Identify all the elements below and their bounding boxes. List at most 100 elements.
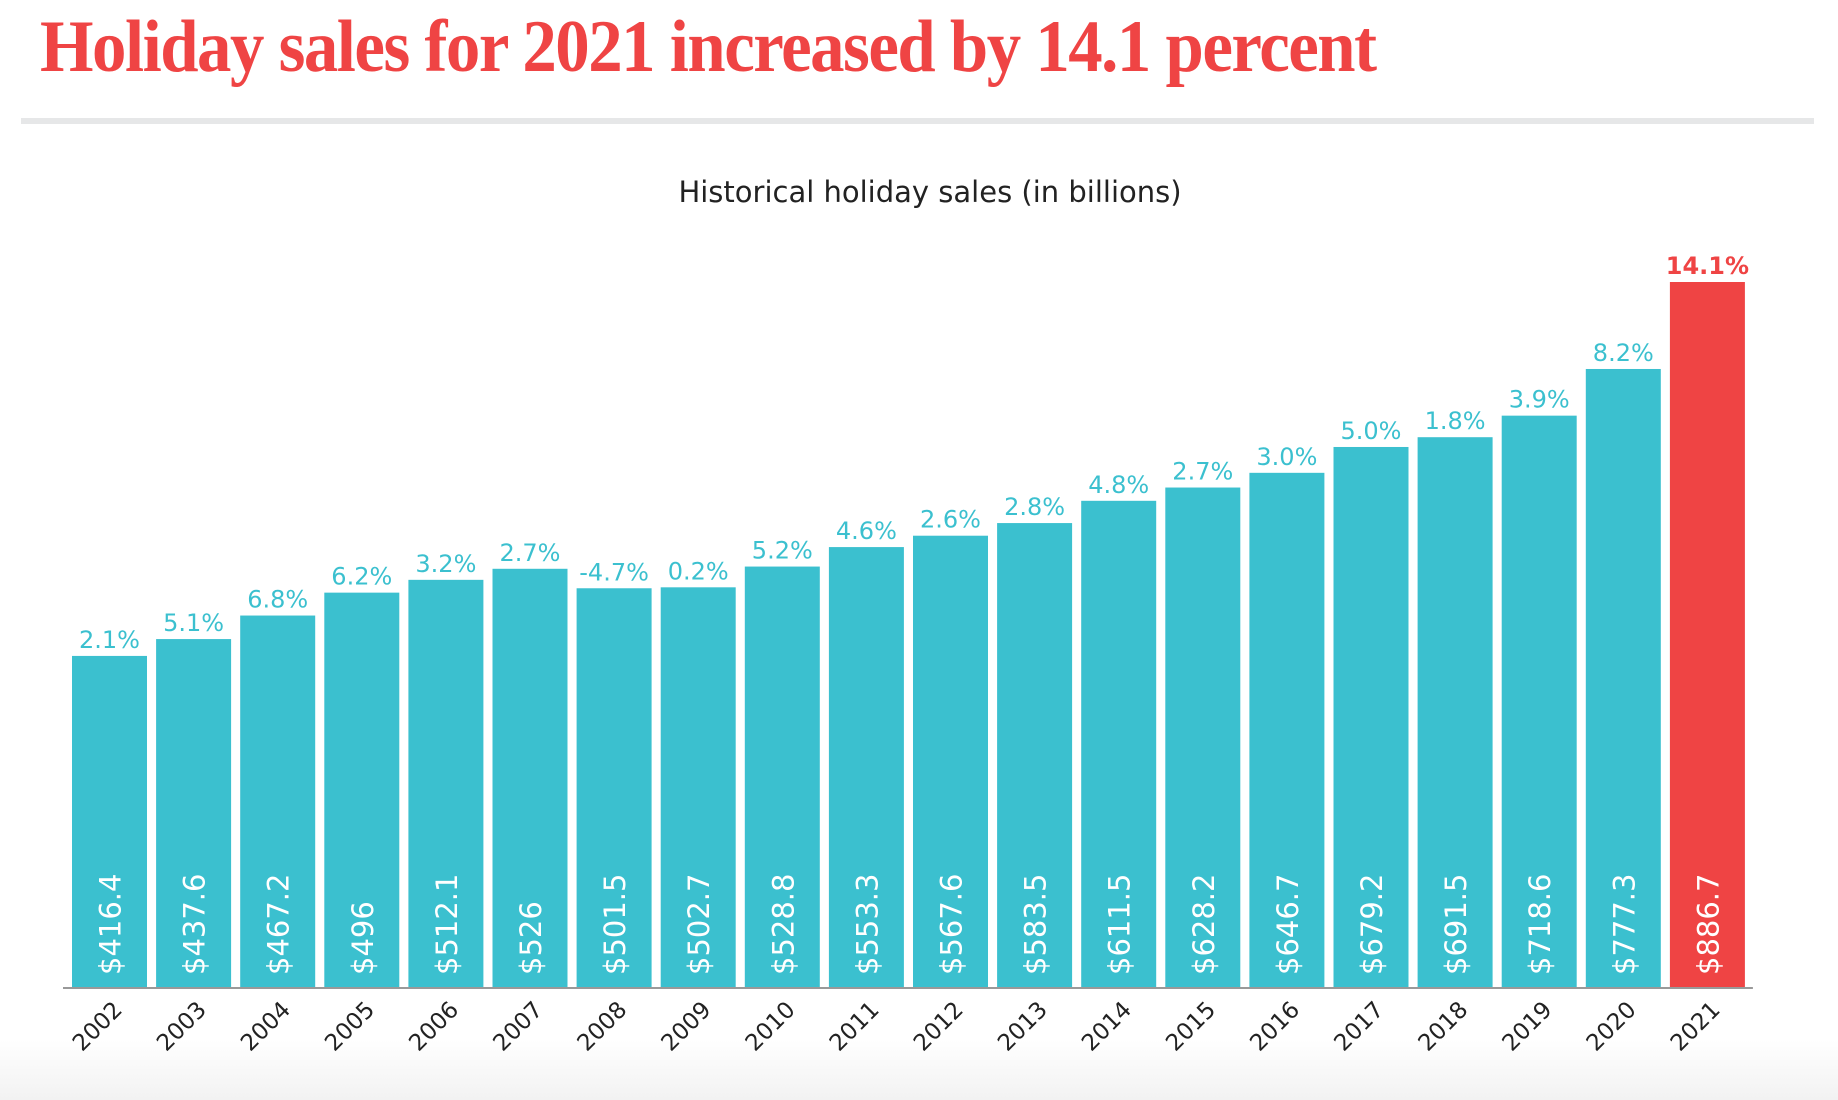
growth-label: 2.1% — [79, 626, 140, 654]
value-label: $526 — [514, 901, 548, 975]
bar-group: 3.2% $512.1 2006 — [404, 550, 484, 1057]
year-tick-label: 2003 — [152, 997, 212, 1057]
year-tick-label: 2017 — [1329, 997, 1389, 1057]
year-tick-label: 2021 — [1666, 997, 1726, 1057]
year-tick-label: 2016 — [1245, 997, 1305, 1057]
value-label: $718.6 — [1523, 874, 1557, 975]
bar — [576, 588, 652, 987]
bar-group: 3.0% $646.7 2016 — [1245, 443, 1325, 1057]
value-label: $567.6 — [935, 874, 969, 975]
growth-label: 5.0% — [1341, 417, 1402, 445]
bar — [1669, 282, 1745, 987]
growth-label: 5.2% — [752, 537, 813, 565]
bar-group: 2.7% $526 2007 — [488, 539, 568, 1057]
year-tick-label: 2008 — [573, 997, 633, 1057]
value-label: $646.7 — [1271, 874, 1305, 975]
bar — [828, 547, 904, 987]
bar-group: 14.1% $886.7 2021 — [1666, 252, 1749, 1057]
growth-label: 6.2% — [331, 563, 392, 591]
value-label: $502.7 — [682, 874, 716, 975]
value-label: $501.5 — [598, 874, 632, 975]
growth-label: 14.1% — [1666, 252, 1749, 280]
growth-label: 5.1% — [163, 609, 224, 637]
bar-group: 5.2% $528.8 2010 — [741, 537, 820, 1057]
bar — [997, 523, 1073, 987]
value-label: $611.5 — [1103, 874, 1137, 975]
value-label: $583.5 — [1019, 874, 1053, 975]
year-tick-label: 2012 — [909, 997, 969, 1057]
year-tick-label: 2020 — [1582, 997, 1642, 1057]
year-tick-label: 2019 — [1498, 997, 1558, 1057]
growth-label: 2.6% — [920, 506, 981, 534]
bar-group: -4.7% $501.5 2008 — [573, 558, 652, 1057]
headline: Holiday sales for 2021 increased by 14.1… — [40, 6, 1377, 88]
headline-divider — [21, 118, 1814, 124]
growth-label: 4.6% — [836, 517, 897, 545]
bar-group: 3.9% $718.6 2019 — [1498, 386, 1577, 1057]
year-tick-label: 2007 — [488, 997, 548, 1057]
value-label: $437.6 — [178, 874, 212, 975]
bar — [324, 592, 400, 987]
bar — [1501, 415, 1577, 987]
year-tick-label: 2009 — [657, 997, 717, 1057]
year-tick-label: 2004 — [236, 997, 296, 1057]
year-tick-label: 2018 — [1414, 997, 1474, 1057]
bar — [408, 579, 484, 987]
value-label: $512.1 — [430, 874, 464, 975]
growth-label: 4.8% — [1088, 471, 1149, 499]
value-label: $691.5 — [1439, 874, 1473, 975]
bar — [1165, 487, 1241, 987]
growth-label: 3.9% — [1509, 386, 1570, 414]
bar — [1249, 472, 1325, 987]
growth-label: 3.2% — [415, 550, 476, 578]
bar-group: 1.8% $691.5 2018 — [1414, 407, 1493, 1057]
value-label: $777.3 — [1607, 874, 1641, 975]
value-label: $886.7 — [1691, 874, 1725, 975]
bar — [660, 587, 736, 987]
bar-group: 6.8% $467.2 2004 — [236, 586, 316, 1057]
year-tick-label: 2010 — [741, 997, 801, 1057]
bar — [1417, 437, 1493, 987]
bar-group: 5.1% $437.6 2003 — [152, 609, 232, 1057]
bar — [1585, 368, 1661, 987]
bar-group: 4.6% $553.3 2011 — [825, 517, 904, 1057]
bar-group: 2.6% $567.6 2012 — [909, 506, 988, 1057]
year-tick-label: 2011 — [825, 997, 885, 1057]
bar — [744, 566, 820, 987]
bar-group: 5.0% $679.2 2017 — [1329, 417, 1409, 1057]
bar-group: 2.7% $628.2 2015 — [1161, 458, 1241, 1057]
growth-label: 8.2% — [1593, 339, 1654, 367]
year-tick-label: 2014 — [1077, 997, 1137, 1057]
growth-label: 1.8% — [1425, 407, 1486, 435]
year-tick-label: 2015 — [1161, 997, 1221, 1057]
bar-group: 6.2% $496 2005 — [320, 563, 400, 1057]
year-tick-label: 2013 — [993, 997, 1053, 1057]
year-tick-label: 2002 — [68, 997, 128, 1057]
growth-label: 3.0% — [1256, 443, 1317, 471]
bar-group: 2.8% $583.5 2013 — [993, 493, 1073, 1057]
growth-label: 0.2% — [668, 557, 729, 585]
value-label: $679.2 — [1355, 874, 1389, 975]
year-tick-label: 2006 — [404, 997, 464, 1057]
growth-label: 2.7% — [500, 539, 561, 567]
bar — [240, 615, 316, 987]
bars: 2.1% $416.4 2002 5.1% $437.6 2003 6.8% $467.2 20… — [68, 252, 1749, 1057]
bar — [913, 535, 988, 987]
bar — [156, 639, 232, 987]
growth-label: -4.7% — [579, 558, 649, 586]
bar — [1081, 500, 1157, 987]
value-label: $496 — [346, 901, 380, 975]
year-tick-label: 2005 — [320, 997, 380, 1057]
bar-group: 4.8% $611.5 2014 — [1077, 471, 1157, 1057]
chart-title: Historical holiday sales (in billions) — [678, 175, 1181, 209]
value-label: $467.2 — [262, 874, 296, 975]
value-label: $416.4 — [94, 874, 128, 975]
growth-label: 2.8% — [1004, 493, 1065, 521]
bar — [1333, 446, 1409, 987]
value-label: $553.3 — [850, 874, 884, 975]
growth-label: 6.8% — [247, 586, 308, 614]
bar — [72, 655, 147, 987]
bar — [492, 568, 568, 987]
value-label: $628.2 — [1187, 874, 1221, 975]
